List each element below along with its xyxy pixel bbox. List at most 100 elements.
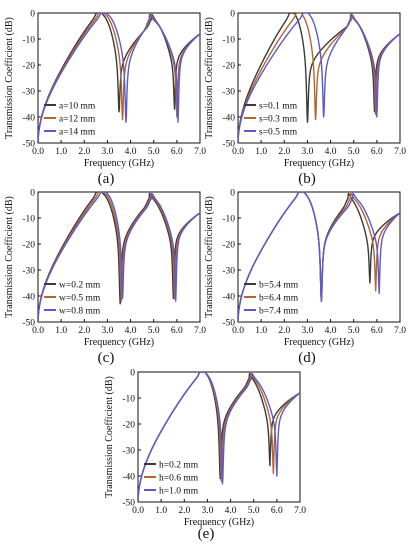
series-line-1 — [38, 13, 200, 143]
y-tick-label: -50 — [122, 499, 135, 509]
series-line-3 — [138, 372, 300, 502]
legend: b=5.4 mm b=6.4 mm b=7.4 mm — [244, 281, 299, 317]
y-tick-label: -10 — [122, 395, 135, 405]
legend: h=0.2 mm h=0.6 mm h=1.0 mm — [144, 461, 199, 497]
x-tick-label: 5.0 — [348, 147, 360, 157]
legend-entry-label: s=0.1 mm — [259, 102, 298, 112]
y-tick-label: 0 — [230, 10, 235, 20]
x-tick-label: 6.0 — [171, 326, 183, 336]
y-axis-label: Transmission Coefficient (dB) — [204, 196, 215, 318]
series-group — [138, 372, 300, 502]
legend-entry-label: s=0.5 mm — [259, 128, 298, 138]
y-tick-label: -40 — [222, 293, 235, 303]
x-tick-label: 7.0 — [194, 326, 206, 336]
series-line-2 — [238, 13, 400, 143]
x-tick-label: 3.0 — [301, 326, 313, 336]
panel-caption: (b) — [298, 171, 316, 187]
legend-entry-label: b=7.4 mm — [259, 307, 299, 317]
x-tick-label: 4.0 — [125, 147, 137, 157]
y-tick-label: -30 — [122, 447, 135, 457]
x-tick-label: 4.0 — [125, 326, 137, 336]
x-tick-label: 4.0 — [225, 506, 237, 516]
x-tick-label: 5.0 — [248, 506, 260, 516]
y-tick-label: -50 — [22, 319, 35, 329]
legend-entry-label: b=6.4 mm — [259, 294, 299, 304]
x-axis-label: Frequency (GHz) — [84, 158, 154, 169]
x-tick-label: 6.0 — [371, 147, 383, 157]
y-tick-label: -10 — [22, 215, 35, 225]
x-tick-label: 1.0 — [255, 326, 267, 336]
legend-entry-label: a=10 mm — [59, 102, 96, 112]
plot-frame — [237, 191, 401, 323]
y-tick-label: -30 — [222, 267, 235, 277]
chart-panel-e: 0.0 1.0 2.0 3.0 4.0 5.0 6.0 7.0 0 -10 -20 -30 -40 -50… — [104, 369, 306, 543]
x-tick-label: 0.0 — [232, 326, 244, 336]
legend-entry-label: w=0.8 mm — [59, 307, 101, 317]
y-tick-label: -10 — [222, 215, 235, 225]
panel-caption: (d) — [298, 350, 316, 366]
y-tick-label: 0 — [130, 369, 135, 379]
x-tick-label: 3.0 — [101, 326, 113, 336]
y-tick-label: -50 — [222, 319, 235, 329]
series-group — [38, 13, 200, 143]
y-tick-label: -10 — [22, 36, 35, 46]
legend-entry-label: b=5.4 mm — [259, 281, 299, 291]
x-tick-label: 6.0 — [171, 147, 183, 157]
y-tick-label: 0 — [30, 189, 35, 199]
legend-entry-label: w=0.5 mm — [59, 294, 101, 304]
legend-entry-label: a=12 mm — [59, 115, 96, 125]
y-tick-label: -40 — [22, 293, 35, 303]
x-tick-label: 1.0 — [55, 147, 67, 157]
x-axis-label: Frequency (GHz) — [184, 517, 254, 528]
x-tick-label: 5.0 — [348, 326, 360, 336]
y-tick-label: -30 — [22, 267, 35, 277]
y-tick-label: -30 — [222, 88, 235, 98]
series-line-1 — [238, 13, 400, 143]
legend-entry-label: h=0.6 mm — [159, 474, 199, 484]
panel-caption: (c) — [98, 350, 115, 366]
chart-panel-c: 0.0 1.0 2.0 3.0 4.0 5.0 6.0 7.0 0 -10 -20 -30 -40 -50… — [4, 189, 206, 367]
x-tick-label: 1.0 — [155, 506, 167, 516]
series-group — [238, 192, 400, 322]
x-axis-label: Frequency (GHz) — [284, 158, 354, 169]
x-tick-label: 4.0 — [325, 326, 337, 336]
x-tick-label: 0.0 — [32, 326, 44, 336]
x-tick-label: 0.0 — [132, 506, 144, 516]
x-tick-label: 7.0 — [294, 506, 306, 516]
chart-panel-a: 0.0 1.0 2.0 3.0 4.0 5.0 6.0 7.0 0 -10 -20 -30 -40 -50… — [4, 10, 206, 188]
y-tick-label: -30 — [22, 88, 35, 98]
x-tick-label: 2.0 — [78, 326, 90, 336]
x-tick-label: 6.0 — [371, 326, 383, 336]
y-axis-label: Transmission Coefficient (dB) — [104, 376, 115, 498]
y-axis-label: Transmission Coefficient (dB) — [4, 196, 15, 318]
chart-panel-d: 0.0 1.0 2.0 3.0 4.0 5.0 6.0 7.0 0 -10 -20 -30 -40 -50… — [204, 189, 406, 367]
x-tick-label: 2.0 — [78, 147, 90, 157]
series-line-3 — [238, 192, 400, 322]
series-group — [38, 192, 200, 322]
y-tick-label: 0 — [30, 10, 35, 20]
x-tick-label: 1.0 — [255, 147, 267, 157]
legend-entry-label: s=0.3 mm — [259, 115, 298, 125]
x-tick-label: 0.0 — [232, 147, 244, 157]
series-line-2 — [38, 192, 200, 322]
x-tick-label: 5.0 — [148, 326, 160, 336]
series-line-1 — [38, 192, 200, 322]
y-tick-label: 0 — [230, 189, 235, 199]
series-line-2 — [38, 13, 200, 143]
y-tick-label: -50 — [22, 140, 35, 150]
legend-entry-label: a=14 mm — [59, 128, 96, 138]
legend: w=0.2 mm w=0.5 mm w=0.8 mm — [44, 281, 101, 317]
x-tick-label: 0.0 — [32, 147, 44, 157]
x-tick-label: 3.0 — [101, 147, 113, 157]
y-tick-label: -20 — [222, 62, 235, 72]
y-tick-label: -20 — [122, 421, 135, 431]
legend: a=10 mm a=12 mm a=14 mm — [44, 102, 96, 138]
x-tick-label: 7.0 — [194, 147, 206, 157]
legend: s=0.1 mm s=0.3 mm s=0.5 mm — [244, 102, 298, 138]
y-tick-label: -20 — [222, 241, 235, 251]
x-tick-label: 1.0 — [55, 326, 67, 336]
x-axis-label: Frequency (GHz) — [284, 337, 354, 348]
x-tick-label: 2.0 — [178, 506, 190, 516]
